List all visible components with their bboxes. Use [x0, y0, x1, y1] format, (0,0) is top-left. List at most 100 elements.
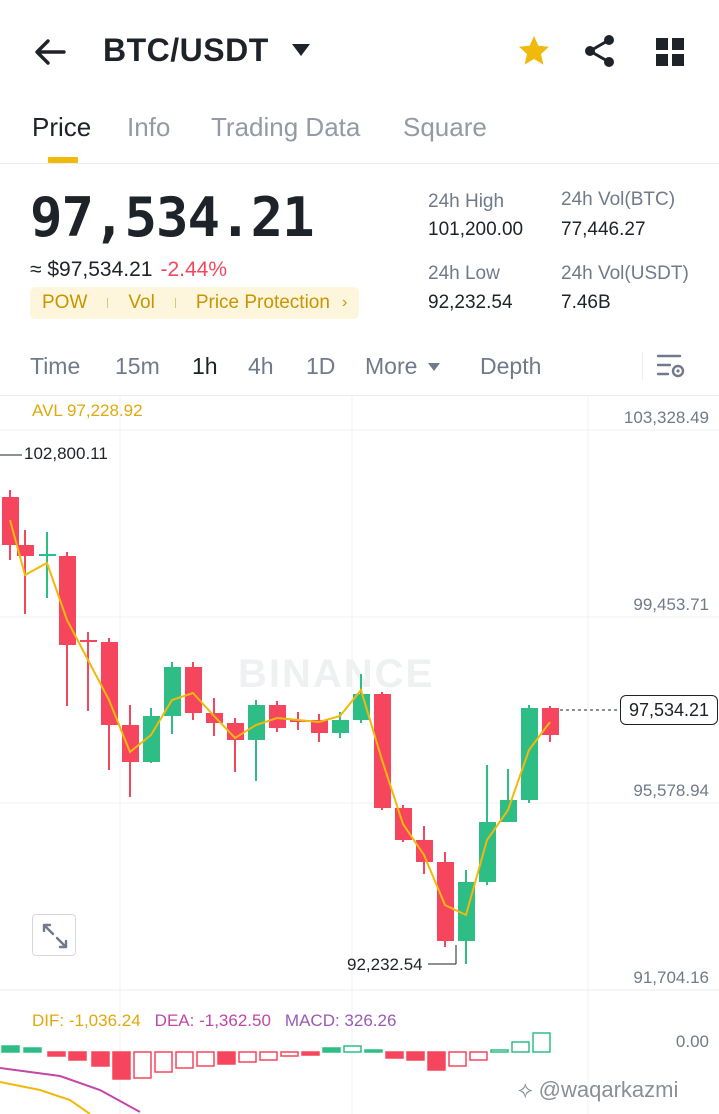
chart-settings-icon[interactable]	[656, 353, 686, 381]
candlestick-chart[interactable]	[0, 396, 719, 1114]
candle-down	[80, 640, 97, 642]
expand-icon	[42, 923, 68, 949]
candle-up	[332, 720, 349, 733]
divider	[642, 352, 643, 380]
watermark-credit: ⟡ @waqarkazmi	[518, 1077, 678, 1103]
macd-bar	[469, 1051, 488, 1061]
macd-bar	[68, 1051, 87, 1061]
tab-price[interactable]: Price	[32, 112, 92, 142]
macd-bar	[343, 1045, 362, 1053]
vol-usdt-value: 7.46B	[561, 292, 611, 313]
macd-bar	[301, 1051, 320, 1056]
top-bar: BTC/USDT	[0, 0, 719, 100]
star-icon[interactable]	[517, 34, 551, 68]
caret-down-icon[interactable]	[291, 43, 311, 57]
macd-dea-line	[0, 1067, 141, 1113]
vol-usdt-label: 24h Vol(USDT)	[561, 263, 689, 284]
macd-bar	[196, 1051, 215, 1067]
low-label: 24h Low	[428, 263, 500, 284]
candle-up	[248, 705, 265, 740]
tag-bar[interactable]: POW Vol Price Protection ›	[30, 287, 360, 319]
candle-down	[542, 708, 559, 735]
tag-divider	[174, 298, 176, 308]
candle-down	[269, 705, 286, 728]
avl-label: AVL 97,228.92	[32, 401, 143, 420]
pair-title[interactable]: BTC/USDT	[103, 32, 269, 68]
candle-up	[39, 554, 56, 556]
macd-bar	[154, 1051, 173, 1073]
grid-icon[interactable]	[655, 37, 685, 67]
current-price-tag: 97,534.21	[620, 695, 718, 725]
candle-down	[416, 840, 433, 862]
candle-up	[164, 667, 181, 716]
candle-down	[437, 862, 454, 941]
candle-down	[311, 720, 328, 733]
interval-4h[interactable]: 4h	[248, 353, 274, 379]
macd-bar	[23, 1047, 42, 1053]
high-value: 101,200.00	[428, 219, 524, 240]
moving-average-line	[9, 519, 551, 917]
candle-up	[479, 822, 496, 882]
macd-bar	[364, 1049, 383, 1053]
price-axis-label: 91,704.16	[633, 968, 709, 987]
macd-bar	[448, 1051, 467, 1067]
tag-divider	[107, 298, 109, 308]
vol-btc-label: 24h Vol(BTC)	[561, 189, 676, 210]
low-value: 92,232.54	[428, 292, 513, 313]
candle-down	[185, 667, 202, 713]
credit-icon: ⟡	[518, 1077, 533, 1102]
candle-down	[17, 545, 34, 556]
macd-bar	[406, 1051, 425, 1061]
fullscreen-button[interactable]	[32, 914, 76, 956]
fiat-price-row: ≈ $97,534.21 -2.44%	[30, 258, 227, 282]
candle-up	[521, 708, 538, 800]
chevron-right-icon: ›	[341, 294, 348, 311]
macd-bar	[238, 1051, 257, 1063]
macd-dif: DIF: -1,036.24	[32, 1011, 141, 1030]
fiat-price: ≈ $97,534.21	[30, 258, 153, 281]
macd-dif-line	[0, 1081, 91, 1114]
high-label: 24h High	[428, 191, 505, 212]
price-axis-label: 99,453.71	[633, 595, 709, 614]
interval-1d[interactable]: 1D	[306, 353, 336, 379]
macd-bar	[532, 1032, 551, 1053]
price-axis-label: 103,328.49	[623, 408, 709, 427]
tag-vol[interactable]: Vol	[128, 292, 155, 313]
macd-bar	[259, 1051, 278, 1061]
tab-square[interactable]: Square	[403, 112, 487, 142]
macd-bar	[112, 1051, 131, 1080]
candle-down	[59, 556, 76, 645]
tab-bar: Price Info Trading Data Square	[0, 100, 719, 164]
binance-watermark: BINANCE	[238, 652, 435, 696]
candle-up	[353, 694, 370, 720]
candle-down	[374, 694, 391, 808]
macd-bar	[47, 1051, 66, 1057]
interval-15m[interactable]: 15m	[115, 353, 160, 379]
macd-bar	[511, 1041, 530, 1053]
interval-1h[interactable]: 1h	[192, 353, 218, 379]
candle-down	[101, 642, 118, 725]
vol-btc-value: 77,446.27	[561, 219, 646, 240]
macd-bar	[490, 1049, 509, 1053]
interval-more[interactable]: More	[365, 353, 418, 379]
back-arrow-icon[interactable]	[32, 34, 68, 70]
tag-pow[interactable]: POW	[42, 292, 88, 313]
tag-price-protection[interactable]: Price Protection	[195, 292, 330, 313]
price-change-percent: -2.44%	[160, 258, 228, 281]
macd-zero-label: 0.00	[675, 1032, 709, 1051]
share-icon[interactable]	[583, 34, 617, 68]
interval-depth[interactable]: Depth	[480, 353, 542, 379]
tab-info[interactable]: Info	[127, 112, 171, 142]
macd-bar	[427, 1051, 446, 1071]
credit-text: @waqarkazmi	[538, 1077, 679, 1102]
macd-bar	[280, 1051, 299, 1057]
last-price: 97,534.21	[30, 186, 315, 249]
macd-legend: DIF: -1,036.24 DEA: -1,362.50 MACD: 326.26	[32, 1011, 396, 1031]
caret-down-icon	[428, 363, 440, 371]
interval-bar: Time 15m 1h 4h 1D More Depth	[0, 340, 719, 396]
macd-value: MACD: 326.26	[284, 1011, 397, 1030]
interval-time[interactable]: Time	[30, 353, 81, 379]
macd-bar	[1, 1045, 20, 1053]
tab-trading-data[interactable]: Trading Data	[211, 112, 361, 142]
price-axis-label: 95,578.94	[633, 781, 709, 800]
